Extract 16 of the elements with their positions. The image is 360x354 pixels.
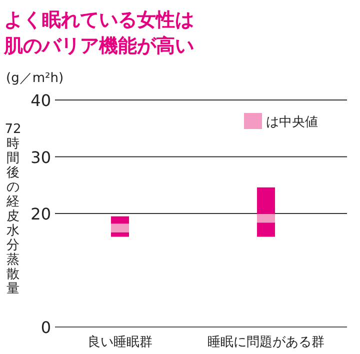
x-tick-label: 良い睡眠群 bbox=[88, 335, 152, 350]
bar bbox=[111, 232, 129, 237]
bar bbox=[111, 216, 129, 224]
legend-label: は中央値 bbox=[266, 115, 318, 130]
y-tick-label: 0 bbox=[40, 318, 51, 337]
text: 72時間後の経皮水分蒸散量 bbox=[4, 122, 22, 296]
text: (g／m²h) bbox=[6, 71, 64, 86]
bar bbox=[257, 187, 275, 214]
x-tick-label: 睡眠に問題がある群 bbox=[208, 335, 324, 350]
bar bbox=[111, 224, 129, 232]
bar bbox=[257, 222, 275, 237]
y-tick-label: 30 bbox=[30, 148, 51, 167]
y-tick-label: 40 bbox=[30, 91, 51, 110]
chart-title: よく眠れている女性は肌のバリア機能が高い bbox=[3, 9, 194, 57]
bar bbox=[257, 214, 275, 223]
y-tick-label: 20 bbox=[30, 204, 51, 224]
